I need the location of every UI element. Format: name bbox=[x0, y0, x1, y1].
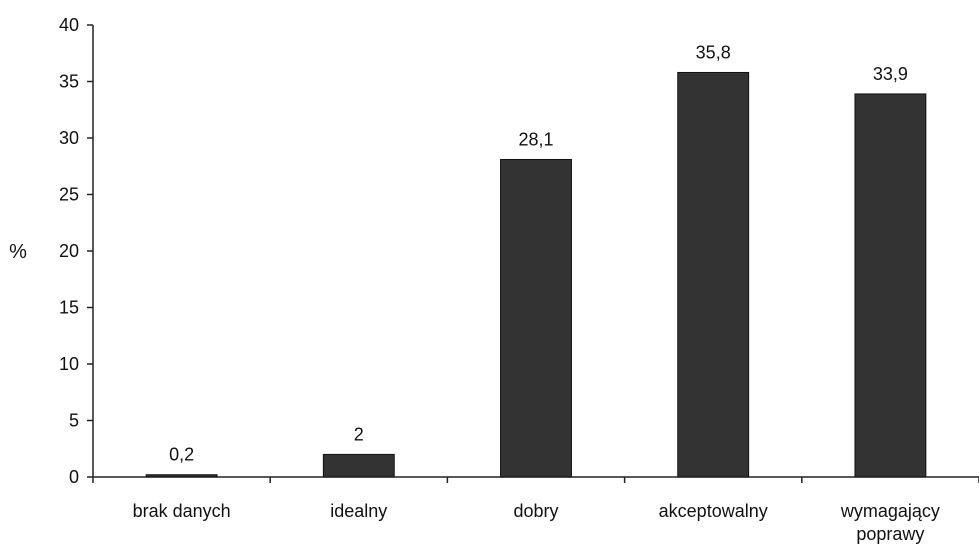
data-label-1: 2 bbox=[354, 424, 364, 444]
y-tick-label-35: 35 bbox=[59, 72, 79, 92]
data-label-4: 33,9 bbox=[873, 64, 908, 84]
x-tick-label-0: brak danych bbox=[133, 501, 231, 521]
bar-1 bbox=[322, 453, 395, 478]
bar-0 bbox=[145, 474, 218, 478]
data-label-2: 28,1 bbox=[518, 129, 553, 149]
plot-area: 0 5 10 15 20 25 30 35 40 0,2 brak danych 2 idealny 28… bbox=[59, 15, 979, 544]
y-tick-label-10: 10 bbox=[59, 354, 79, 374]
y-tick-label-20: 20 bbox=[59, 241, 79, 261]
x-tick-label-1: idealny bbox=[330, 501, 387, 521]
y-tick-label-40: 40 bbox=[59, 15, 79, 35]
y-tick-label-0: 0 bbox=[69, 467, 79, 487]
x-tick-label-3: akceptowalny bbox=[659, 501, 768, 521]
x-tick-label-4: wymagający poprawy bbox=[840, 501, 940, 544]
y-axis-title: % bbox=[9, 241, 27, 263]
bar-2 bbox=[500, 158, 572, 478]
bar-4 bbox=[854, 93, 927, 478]
data-label-3: 35,8 bbox=[696, 42, 731, 62]
y-tick-label-25: 25 bbox=[59, 185, 79, 205]
y-tick-label-30: 30 bbox=[59, 128, 79, 148]
y-tick-label-15: 15 bbox=[59, 298, 79, 318]
y-tick-label-5: 5 bbox=[69, 411, 79, 431]
x-tick-label-2: dobry bbox=[513, 501, 558, 521]
data-label-0: 0,2 bbox=[169, 445, 194, 465]
bar-3 bbox=[677, 71, 750, 478]
